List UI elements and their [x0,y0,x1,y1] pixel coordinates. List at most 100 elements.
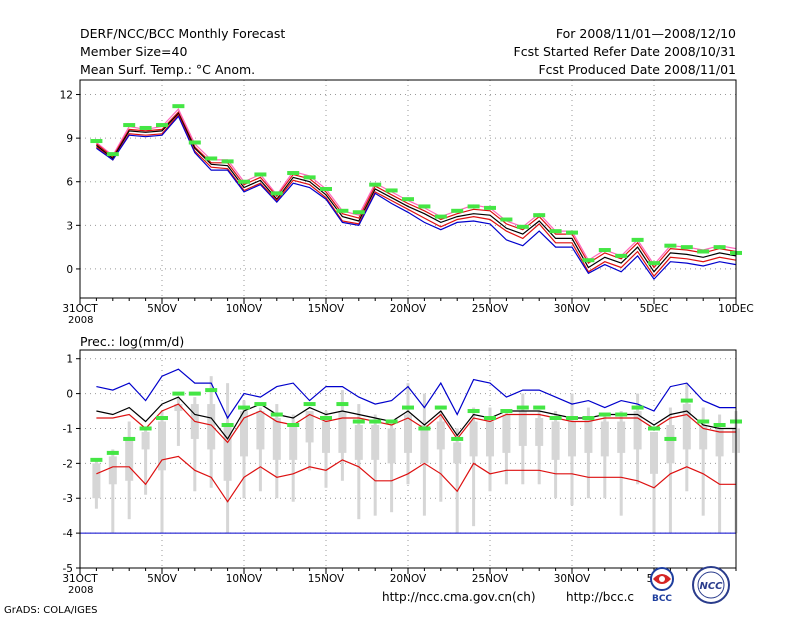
observed-marker [451,436,464,441]
observed-marker [352,210,365,215]
y-tick-label: -3 [63,493,73,505]
range-box [125,438,134,481]
member-size: Member Size=40 [80,44,188,59]
y-tick-label: 1 [66,354,73,366]
observed-marker [188,140,201,145]
observed-marker [238,179,250,184]
observed-marker [516,405,529,410]
y-tick-label: -1 [63,423,73,435]
series-line-mean [96,396,736,440]
y-tick-label: -4 [63,528,74,540]
range-whisker [718,414,722,534]
range-whisker [111,449,115,534]
range-box [158,421,166,471]
observed-marker [320,187,332,191]
observed-marker [582,258,595,263]
range-whisker [668,407,672,534]
observed-marker [188,391,201,396]
y-tick-label: 12 [60,90,73,102]
range-box [174,404,183,412]
x-tick-label: 10DEC [718,303,753,315]
range-whisker [652,431,656,534]
grads-credit: GrADS: COLA/IGES [4,605,98,616]
observed-marker [205,156,218,161]
observed-marker [467,204,480,209]
observed-marker [106,152,119,157]
observed-marker [598,248,611,253]
bcc-logo-text: BCC [652,594,672,604]
range-whisker [357,404,361,520]
y-tick-label: 6 [66,177,73,189]
range-whisker [144,428,148,495]
observed-marker [713,422,726,427]
range-whisker [176,397,180,446]
range-box [354,424,363,460]
x-tick-year: 2008 [68,585,93,596]
observed-marker [369,419,382,424]
observed-marker [270,191,283,196]
observed-marker [90,457,103,462]
range-whisker [537,411,541,485]
range-box [207,404,216,450]
observed-marker [533,213,546,218]
range-box [92,463,101,499]
bcc-logo: BCC [640,565,686,605]
x-tick-label: 25NOV [472,303,509,315]
y-tick-label: -2 [63,458,73,470]
observed-marker [697,419,710,424]
observed-marker [713,245,726,250]
observed-marker [500,409,513,414]
observed-marker [418,426,431,431]
observed-marker [172,391,185,396]
observed-marker [156,416,168,421]
range-whisker [619,411,623,516]
range-whisker [439,411,443,502]
range-box [633,411,642,450]
observed-marker [221,159,234,164]
range-whisker [193,397,197,492]
range-box [305,411,314,443]
ncc-url[interactable]: http://ncc.cma.gov.cn(ch) [382,590,536,604]
range-box [371,424,380,460]
range-box [682,404,691,450]
x-tick-label: 31OCT [62,303,98,315]
x-tick-label: 5DEC [640,303,669,315]
x-tick-label: 10NOV [226,573,263,585]
observed-marker [123,123,136,128]
observed-marker [402,405,414,410]
observed-marker [549,416,562,421]
observed-marker [254,402,267,407]
x-tick-label: 20NOV [390,573,427,585]
observed-marker [615,253,628,258]
observed-marker [139,125,152,130]
observed-marker [533,405,546,410]
observed-marker [434,405,447,410]
range-box [650,431,658,474]
observed-marker [123,436,136,441]
range-box [256,411,265,450]
observed-marker [352,419,365,424]
series-line-max [96,108,737,266]
observed-marker [139,426,152,431]
x-tick-label: 30NOV [554,303,591,315]
x-tick-label: 20NOV [390,303,427,315]
observed-marker [254,172,267,177]
range-box [240,411,248,457]
observed-marker [156,123,168,128]
observed-marker [287,171,300,176]
bcc-url[interactable]: http://bcc.c [566,590,634,604]
range-whisker [308,421,312,471]
observed-marker [238,405,250,410]
observed-marker [451,208,464,213]
observed-marker [566,416,578,421]
observed-marker [615,412,628,417]
range-box [387,428,396,464]
x-tick-label: 30NOV [554,573,591,585]
observed-marker [270,412,283,417]
observed-marker [484,416,496,421]
series-line-max [96,368,736,420]
observed-marker [648,261,660,266]
observed-marker [680,245,693,250]
